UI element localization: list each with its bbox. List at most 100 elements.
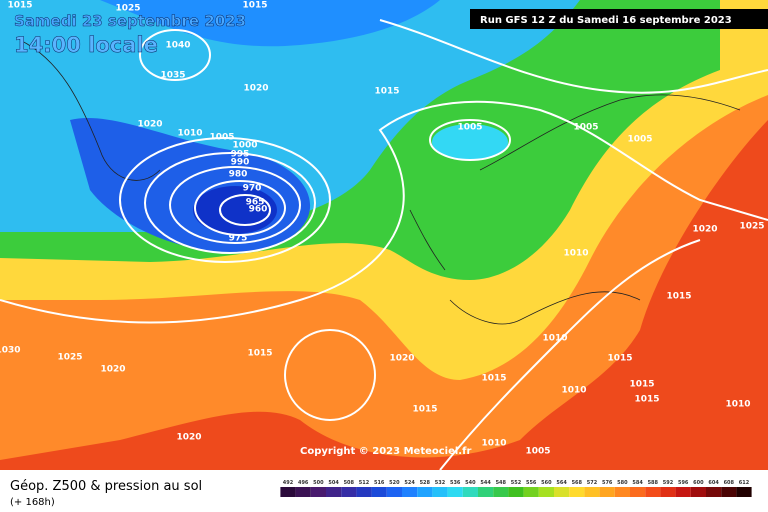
scale-label: 584: [632, 480, 643, 486]
isobar-label: 1010: [481, 439, 506, 449]
scale-label: 604: [708, 480, 719, 486]
isobar-label: 1010: [563, 249, 588, 259]
scale-label: 508: [344, 480, 355, 486]
scale-cell: [356, 487, 372, 497]
forecast-date: Samedi 23 septembre 2023: [14, 12, 246, 30]
isobar-label: 1025: [57, 353, 82, 363]
scale-label: 596: [678, 480, 689, 486]
isobar: [284, 329, 376, 421]
scale-cell: [599, 487, 615, 497]
isobar-label: 1010: [561, 386, 586, 396]
scale-cell: [736, 487, 752, 497]
isobar-label: 1020: [243, 84, 268, 94]
scale-label: 524: [404, 480, 415, 486]
isobar-label: 1015: [7, 1, 32, 11]
scale-label: 492: [283, 480, 294, 486]
isobar: [194, 180, 286, 236]
scale-cell: [630, 487, 646, 497]
scale-cell: [508, 487, 524, 497]
isobar-label: 1020: [389, 354, 414, 364]
isobar-label: 1005: [525, 447, 550, 457]
scale-label: 548: [496, 480, 507, 486]
isobar-labels: 1015 1025 1015 1040 1035 1020 1015 1020 1010 1005…: [0, 1, 765, 457]
copyright: Copyright © 2023 Meteociel.fr: [300, 446, 471, 457]
isobar-label: 1010: [177, 129, 202, 139]
isobar-label: 1015: [412, 405, 437, 415]
isobar-label: 1015: [374, 87, 399, 97]
color-scale: 492 496 500 504 508 512 516 520 524 528 532 536 540 5…: [280, 480, 752, 497]
isobar-label: 1000: [232, 141, 257, 151]
scale-cell: [660, 487, 676, 497]
isobar-label: 990: [231, 158, 250, 168]
scale-label: 540: [465, 480, 476, 486]
scale-cell: [326, 487, 342, 497]
isobar-label: 1035: [160, 71, 185, 81]
scale-cell: [523, 487, 539, 497]
scale-cell: [706, 487, 722, 497]
scale-label: 608: [724, 480, 735, 486]
scale-cell: [386, 487, 402, 497]
isobar: [439, 239, 701, 471]
scale-label: 552: [511, 480, 522, 486]
isobar: [379, 19, 768, 94]
coastline: [19, 39, 741, 325]
isobar-label: 960: [249, 205, 268, 215]
isobar-label: 1015: [666, 292, 691, 302]
scale-label: 516: [374, 480, 385, 486]
scale-label: 568: [572, 480, 583, 486]
isobar: [139, 29, 211, 81]
scale-cell: [478, 487, 494, 497]
isobar: [169, 166, 301, 244]
forecast-time: 14:00 locale: [14, 33, 158, 57]
scale-cell: [310, 487, 326, 497]
scale-label: 500: [313, 480, 324, 486]
isobar-label: 1005: [457, 123, 482, 133]
scale-cell: [645, 487, 661, 497]
legend-title: Géop. Z500 & pression au sol: [10, 479, 202, 494]
field-cyan-blob: [432, 124, 508, 160]
scale-cell: [721, 487, 737, 497]
scale-label: 592: [663, 480, 674, 486]
isobar-label: 970: [243, 184, 262, 194]
isobar-label: 1005: [573, 123, 598, 133]
isobar-label: 995: [231, 150, 250, 160]
isobar-label: 1015: [634, 395, 659, 405]
scale-cell: [462, 487, 478, 497]
scale-label: 532: [435, 480, 446, 486]
isobar-label: 1020: [137, 120, 162, 130]
run-info: Run GFS 12 Z du Samedi 16 septembre 2023: [480, 15, 732, 26]
field-core: [193, 186, 277, 234]
scale-label: 612: [739, 480, 750, 486]
isobar: [0, 100, 768, 324]
scale-label: 520: [389, 480, 400, 486]
scale-label: 560: [541, 480, 552, 486]
scale-cell: [538, 487, 554, 497]
isobar-label: 1030: [0, 346, 21, 356]
scale-cell: [447, 487, 463, 497]
isobar-label: 1010: [725, 400, 750, 410]
scale-cell: [584, 487, 600, 497]
isobar-label: 1015: [481, 374, 506, 384]
scale-label: 572: [587, 480, 598, 486]
isobar: [219, 194, 271, 226]
scale-cell: [554, 487, 570, 497]
isobar-label: 1005: [209, 133, 234, 143]
scale-cell: [371, 487, 387, 497]
scale-label: 528: [420, 480, 431, 486]
isobar-label: 1015: [247, 349, 272, 359]
scale-cell: [417, 487, 433, 497]
scale-label: 504: [328, 480, 339, 486]
scale-label: 536: [450, 480, 461, 486]
isobar-label: 1015: [629, 380, 654, 390]
scale-label: 588: [648, 480, 659, 486]
run-banner: [470, 9, 768, 29]
isobars: [0, 19, 768, 471]
isobar-label: 1020: [176, 433, 201, 443]
scale-label: 512: [359, 480, 370, 486]
scale-cell: [280, 487, 296, 497]
isobar-label: 1025: [115, 4, 140, 14]
scale-cell: [675, 487, 691, 497]
scale-cell: [432, 487, 448, 497]
isobar-label: 1015: [242, 1, 267, 11]
